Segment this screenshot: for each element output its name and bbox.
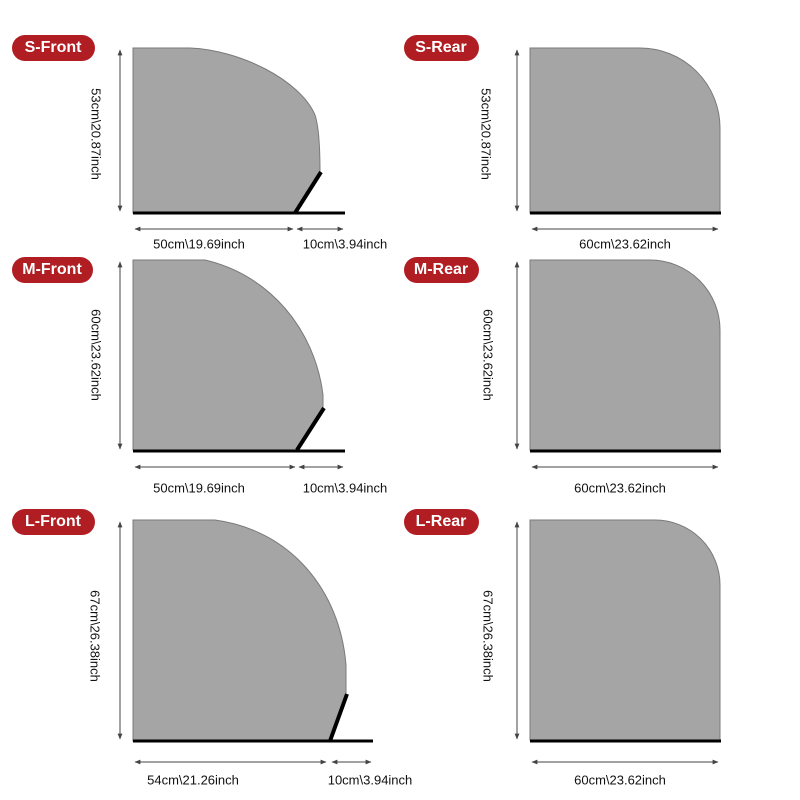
height-text: 53cm\20.87inch (479, 88, 494, 180)
panel-s-rear: S-Rear 53cm\20.87inch 60cm\23.62inch (404, 35, 721, 251)
extension-text: 10cm\3.94inch (303, 480, 388, 495)
panel-label: L-Front (25, 513, 82, 530)
panel-label: S-Rear (415, 39, 467, 56)
slant-edge (293, 170, 323, 215)
label-pill (404, 509, 479, 535)
height-text: 67cm\26.38inch (88, 590, 103, 682)
width-text: 60cm\23.62inch (574, 772, 666, 787)
panel-label: L-Rear (416, 513, 467, 530)
label-pill (404, 35, 479, 61)
shape (529, 519, 721, 741)
slant-edge (328, 693, 349, 742)
shape (132, 47, 321, 214)
panel-l-front: L-Front 67cm\26.38inch 54cm\21.26inch 10… (12, 509, 412, 787)
extension-text: 10cm\3.94inch (328, 772, 413, 787)
shape (529, 47, 721, 214)
shape (132, 519, 347, 742)
panel-s-front: S-Front 53cm\20.87inch 50cm\19.69inch 10… (12, 35, 387, 251)
label-pill (404, 257, 479, 283)
panel-l-rear: L-Rear 67cm\26.38inch 60cm\23.62inch (404, 509, 721, 787)
panel-label: M-Rear (414, 261, 468, 278)
height-text: 60cm\23.62inch (89, 309, 104, 401)
width-text: 54cm\21.26inch (147, 772, 239, 787)
panel-m-front: M-Front 60cm\23.62inch 50cm\19.69inch 10… (12, 257, 387, 495)
label-pill (12, 257, 93, 283)
shape (529, 259, 721, 451)
width-text: 50cm\19.69inch (153, 480, 245, 495)
height-text: 67cm\26.38inch (481, 590, 496, 682)
panel-m-rear: M-Rear 60cm\23.62inch 60cm\23.62inch (404, 257, 721, 495)
panel-label: M-Front (22, 261, 82, 278)
slant-edge (295, 406, 326, 452)
width-text: 50cm\19.69inch (153, 236, 245, 251)
label-pill (12, 35, 95, 61)
height-text: 60cm\23.62inch (481, 309, 496, 401)
panel-label: S-Front (25, 39, 83, 56)
width-text: 60cm\23.62inch (574, 480, 666, 495)
height-text: 53cm\20.87inch (89, 88, 104, 180)
width-text: 60cm\23.62inch (579, 236, 671, 251)
label-pill (12, 509, 95, 535)
shape (132, 259, 324, 451)
extension-text: 10cm\3.94inch (303, 236, 388, 251)
